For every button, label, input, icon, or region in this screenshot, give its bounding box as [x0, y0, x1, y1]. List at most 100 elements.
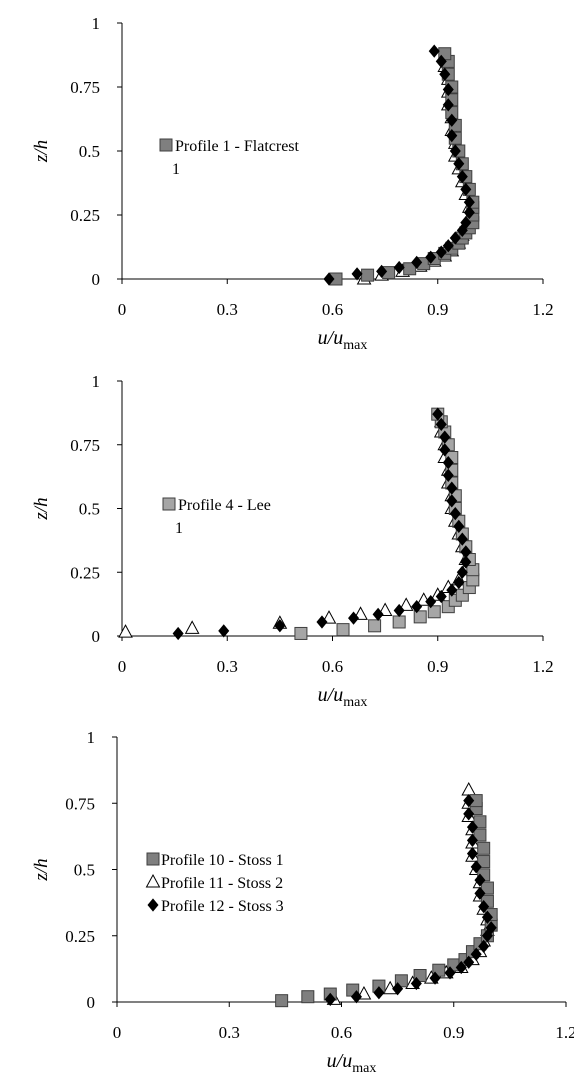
x-tick-label: 1.2 — [532, 300, 553, 319]
data-point — [172, 626, 184, 641]
data-point — [316, 615, 328, 629]
data-point — [376, 264, 388, 278]
data-point — [446, 494, 458, 508]
y-tick-label: 0.25 — [70, 563, 100, 582]
data-point — [478, 939, 490, 953]
x-tick-label: 1.2 — [532, 657, 553, 676]
data-point — [478, 899, 490, 914]
legend-marker — [159, 138, 173, 152]
data-point — [456, 532, 468, 546]
legend-marker — [147, 898, 159, 912]
x-tick-label: 0.3 — [217, 657, 238, 676]
data-point — [432, 407, 444, 421]
data-point — [470, 860, 482, 874]
series-diamond — [323, 44, 475, 286]
data-point — [463, 955, 475, 969]
data-point — [428, 44, 440, 58]
data-point — [466, 846, 478, 861]
data-point — [350, 990, 362, 1004]
legend-label: Profile 12 - Stoss 3 — [161, 898, 284, 915]
data-point — [446, 583, 458, 597]
y-tick-label: 0 — [92, 270, 101, 289]
data-point — [466, 833, 478, 847]
y-tick-label: 0 — [92, 627, 101, 646]
data-point — [442, 239, 454, 253]
y-tick-label: 0.75 — [70, 78, 100, 97]
data-point — [411, 600, 423, 614]
legend-label: 1 — [175, 520, 183, 537]
y-tick-label: 0 — [87, 993, 96, 1012]
x-tick-label: 0.9 — [427, 657, 448, 676]
data-point — [324, 992, 336, 1006]
y-tick-label: 0.5 — [79, 142, 100, 161]
data-point — [398, 597, 414, 611]
legend: Profile 10 - Stoss 1 Profile 11 - Stoss 2… — [145, 852, 284, 915]
series-diamond — [324, 793, 497, 1006]
legend-marker — [146, 852, 160, 866]
y-tick-label: 1 — [87, 728, 96, 747]
data-point — [461, 781, 477, 796]
series-square — [275, 794, 498, 1008]
data-point — [442, 98, 454, 112]
chart-2: 0 0.3 0.6 0.9 1.2 0 0.25 0.5 0.75 1 u/umax z/h Profi… — [31, 372, 554, 710]
data-point — [456, 565, 468, 579]
data-point — [477, 855, 491, 869]
data-point — [439, 67, 451, 81]
data-point — [439, 443, 451, 457]
x-tick-label: 0.3 — [217, 300, 238, 319]
data-point — [446, 113, 458, 127]
data-point — [477, 841, 491, 855]
data-point — [463, 807, 475, 821]
data-point — [435, 589, 447, 604]
data-point — [481, 910, 493, 924]
data-point — [453, 519, 465, 533]
y-tick-label: 1 — [92, 14, 101, 33]
data-point — [460, 216, 472, 230]
data-point — [480, 881, 494, 895]
data-point — [393, 603, 405, 618]
data-point — [470, 947, 482, 961]
y-tick-label: 0.25 — [70, 206, 100, 225]
data-point — [442, 82, 454, 97]
y-axis-label: z/h — [31, 497, 52, 520]
y-axis-label: z/h — [31, 858, 52, 881]
x-axis-label: u/umax — [318, 327, 368, 353]
data-point — [463, 205, 475, 220]
x-tick-label: 0 — [118, 657, 127, 676]
data-point — [473, 815, 487, 829]
x-tick-label: 0.9 — [427, 300, 448, 319]
data-point — [392, 615, 406, 629]
data-point — [372, 607, 384, 621]
y-tick-label: 0.75 — [70, 436, 100, 455]
y-tick-label: 0.5 — [74, 861, 95, 880]
data-point — [425, 594, 437, 609]
legend-label: Profile 1 - Flatcrest — [175, 138, 300, 155]
data-point — [446, 481, 458, 495]
data-point — [460, 555, 472, 569]
data-point — [439, 430, 451, 444]
data-point — [118, 624, 133, 638]
data-point — [323, 272, 335, 286]
legend: Profile 4 - Lee 1 — [162, 497, 271, 537]
data-point — [275, 994, 289, 1008]
data-point — [411, 255, 423, 269]
data-point — [473, 828, 487, 842]
legend-marker — [162, 497, 176, 511]
x-tick-label: 1.2 — [555, 1023, 574, 1042]
data-point — [442, 468, 454, 482]
data-point — [435, 417, 447, 431]
x-tick-label: 0.6 — [322, 657, 343, 676]
legend-label: Profile 11 - Stoss 2 — [161, 875, 283, 892]
data-point — [463, 195, 475, 209]
data-point — [413, 610, 427, 624]
data-point — [427, 605, 441, 619]
data-point — [449, 144, 461, 158]
data-point — [429, 971, 441, 985]
data-point — [460, 182, 472, 197]
y-tick-label: 0.25 — [65, 927, 95, 946]
data-point — [368, 619, 382, 633]
x-tick-label: 0.6 — [322, 300, 343, 319]
data-point — [449, 231, 461, 245]
data-point — [410, 976, 422, 991]
